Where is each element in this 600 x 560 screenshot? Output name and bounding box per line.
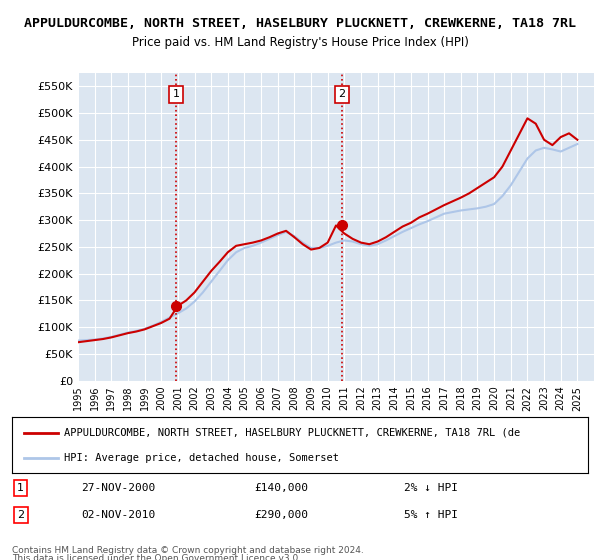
- Text: 02-NOV-2010: 02-NOV-2010: [81, 510, 155, 520]
- Text: APPULDURCOMBE, NORTH STREET, HASELBURY PLUCKNETT, CREWKERNE, TA18 7RL (de: APPULDURCOMBE, NORTH STREET, HASELBURY P…: [64, 428, 520, 438]
- Text: £140,000: £140,000: [254, 483, 308, 493]
- Text: Contains HM Land Registry data © Crown copyright and database right 2024.: Contains HM Land Registry data © Crown c…: [12, 546, 364, 555]
- Text: APPULDURCOMBE, NORTH STREET, HASELBURY PLUCKNETT, CREWKERNE, TA18 7RL: APPULDURCOMBE, NORTH STREET, HASELBURY P…: [24, 17, 576, 30]
- Text: 5% ↑ HPI: 5% ↑ HPI: [404, 510, 458, 520]
- Text: 1: 1: [173, 90, 180, 99]
- Text: 2% ↓ HPI: 2% ↓ HPI: [404, 483, 458, 493]
- Text: 2: 2: [338, 90, 345, 99]
- Text: HPI: Average price, detached house, Somerset: HPI: Average price, detached house, Some…: [64, 452, 339, 463]
- Text: Price paid vs. HM Land Registry's House Price Index (HPI): Price paid vs. HM Land Registry's House …: [131, 36, 469, 49]
- Text: This data is licensed under the Open Government Licence v3.0.: This data is licensed under the Open Gov…: [12, 554, 301, 560]
- Text: 27-NOV-2000: 27-NOV-2000: [81, 483, 155, 493]
- Text: 1: 1: [17, 483, 24, 493]
- Text: 2: 2: [17, 510, 24, 520]
- Text: £290,000: £290,000: [254, 510, 308, 520]
